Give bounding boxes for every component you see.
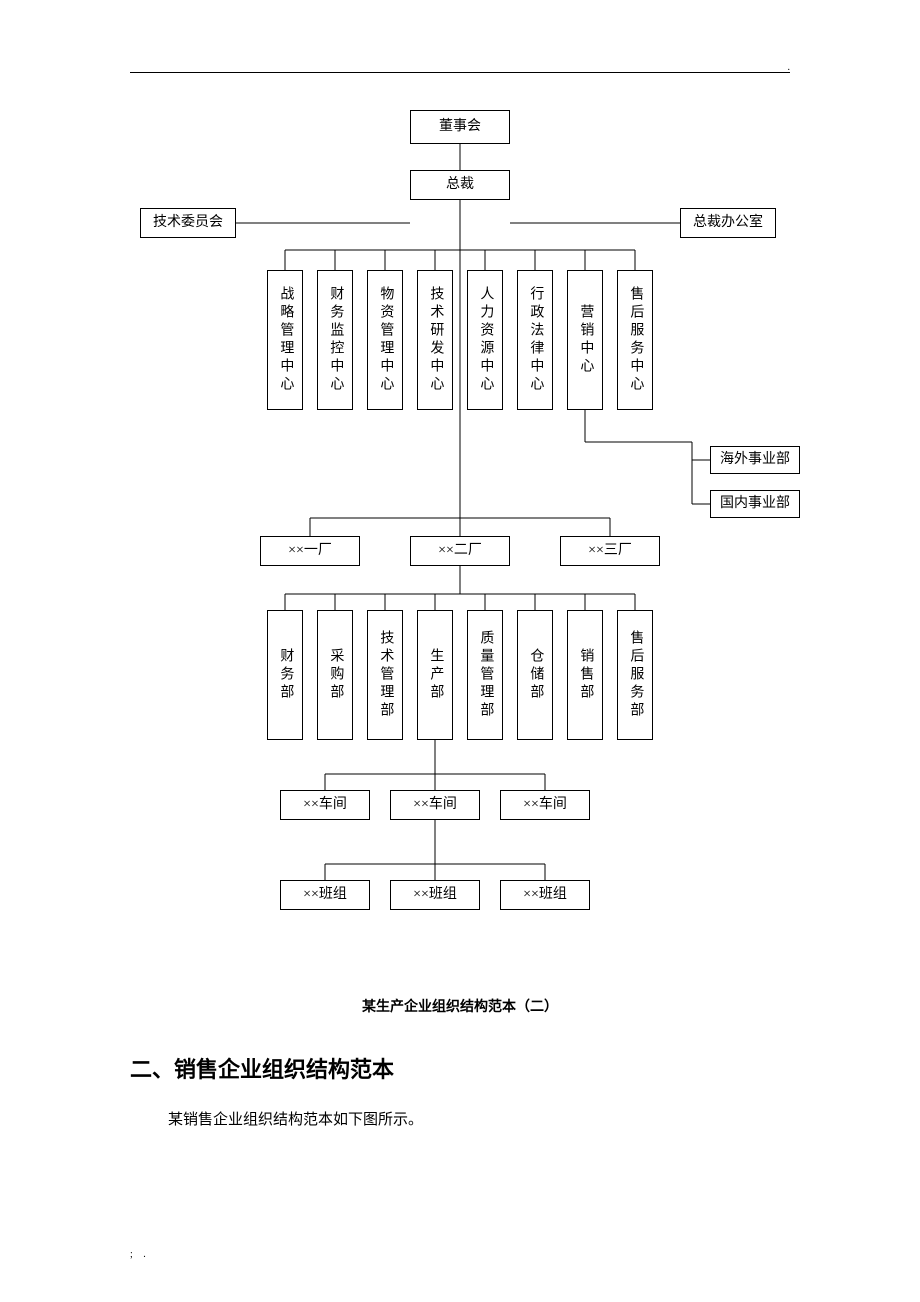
node-dept-2-label: 技术管理部 xyxy=(377,630,394,720)
node-dept-0-label: 财务部 xyxy=(277,648,294,702)
node-workshop-2: ××车间 xyxy=(500,790,590,820)
node-center-3-label: 技术研发中心 xyxy=(427,286,444,394)
node-center-7-label: 售后服务中心 xyxy=(627,286,644,394)
node-dept-6-label: 销售部 xyxy=(577,648,594,702)
page-corner-dot: . xyxy=(788,62,791,73)
node-center-2: 物资管理中心 xyxy=(367,270,403,410)
node-center-7: 售后服务中心 xyxy=(617,270,653,410)
intro-paragraph: 某销售企业组织结构范本如下图所示。 xyxy=(168,1108,800,1129)
node-center-4: 人力资源中心 xyxy=(467,270,503,410)
node-center-5: 行政法律中心 xyxy=(517,270,553,410)
node-center-1: 财务监控中心 xyxy=(317,270,353,410)
header-rule xyxy=(130,72,790,73)
node-president: 总裁 xyxy=(410,170,510,200)
node-workshop-0: ××车间 xyxy=(280,790,370,820)
node-center-6: 营销中心 xyxy=(567,270,603,410)
node-team-1: ××班组 xyxy=(390,880,480,910)
node-center-0-label: 战略管理中心 xyxy=(277,286,294,394)
node-center-0: 战略管理中心 xyxy=(267,270,303,410)
node-tech-committee: 技术委员会 xyxy=(140,208,236,238)
node-dept-0: 财务部 xyxy=(267,610,303,740)
node-dept-3-label: 生产部 xyxy=(427,648,444,702)
node-center-4-label: 人力资源中心 xyxy=(477,286,494,394)
node-team-2: ××班组 xyxy=(500,880,590,910)
node-factory-2: ××三厂 xyxy=(560,536,660,566)
org-chart: 董事会总裁技术委员会 总裁办公室战略管理中心 财务监控中心 物资管理中心 技术研发中心 人… xyxy=(120,110,800,990)
node-center-1-label: 财务监控中心 xyxy=(327,286,344,394)
section-heading: 二、销售企业组织结构范本 xyxy=(130,1052,800,1084)
node-dept-4-label: 质量管理部 xyxy=(477,630,494,720)
node-center-5-label: 行政法律中心 xyxy=(527,286,544,394)
node-dept-1: 采购部 xyxy=(317,610,353,740)
node-factory-1: ××二厂 xyxy=(410,536,510,566)
node-workshop-1: ××车间 xyxy=(390,790,480,820)
node-dept-7: 售后服务部 xyxy=(617,610,653,740)
node-overseas-division: 海外事业部 xyxy=(710,446,800,474)
node-board: 董事会 xyxy=(410,110,510,144)
node-factory-0: ××一厂 xyxy=(260,536,360,566)
node-dept-6: 销售部 xyxy=(567,610,603,740)
node-dept-1-label: 采购部 xyxy=(327,648,344,702)
node-center-6-label: 营销中心 xyxy=(577,304,594,376)
node-center-3: 技术研发中心 xyxy=(417,270,453,410)
node-president-office: 总裁办公室 xyxy=(680,208,776,238)
node-dept-3: 生产部 xyxy=(417,610,453,740)
node-center-2-label: 物资管理中心 xyxy=(377,286,394,394)
chart-caption: 某生产企业组织结构范本（二） xyxy=(120,996,800,1016)
document-page: . 董事会总裁技术委员会 总裁办公室战略管理中心 财务监控中心 物资管理中心 技术研发中… xyxy=(0,0,920,1302)
footer-dots: ; . xyxy=(130,1249,150,1260)
node-dept-5: 仓储部 xyxy=(517,610,553,740)
node-team-0: ××班组 xyxy=(280,880,370,910)
node-dept-7-label: 售后服务部 xyxy=(627,630,644,720)
node-domestic-division: 国内事业部 xyxy=(710,490,800,518)
node-dept-5-label: 仓储部 xyxy=(527,648,544,702)
node-dept-2: 技术管理部 xyxy=(367,610,403,740)
node-dept-4: 质量管理部 xyxy=(467,610,503,740)
